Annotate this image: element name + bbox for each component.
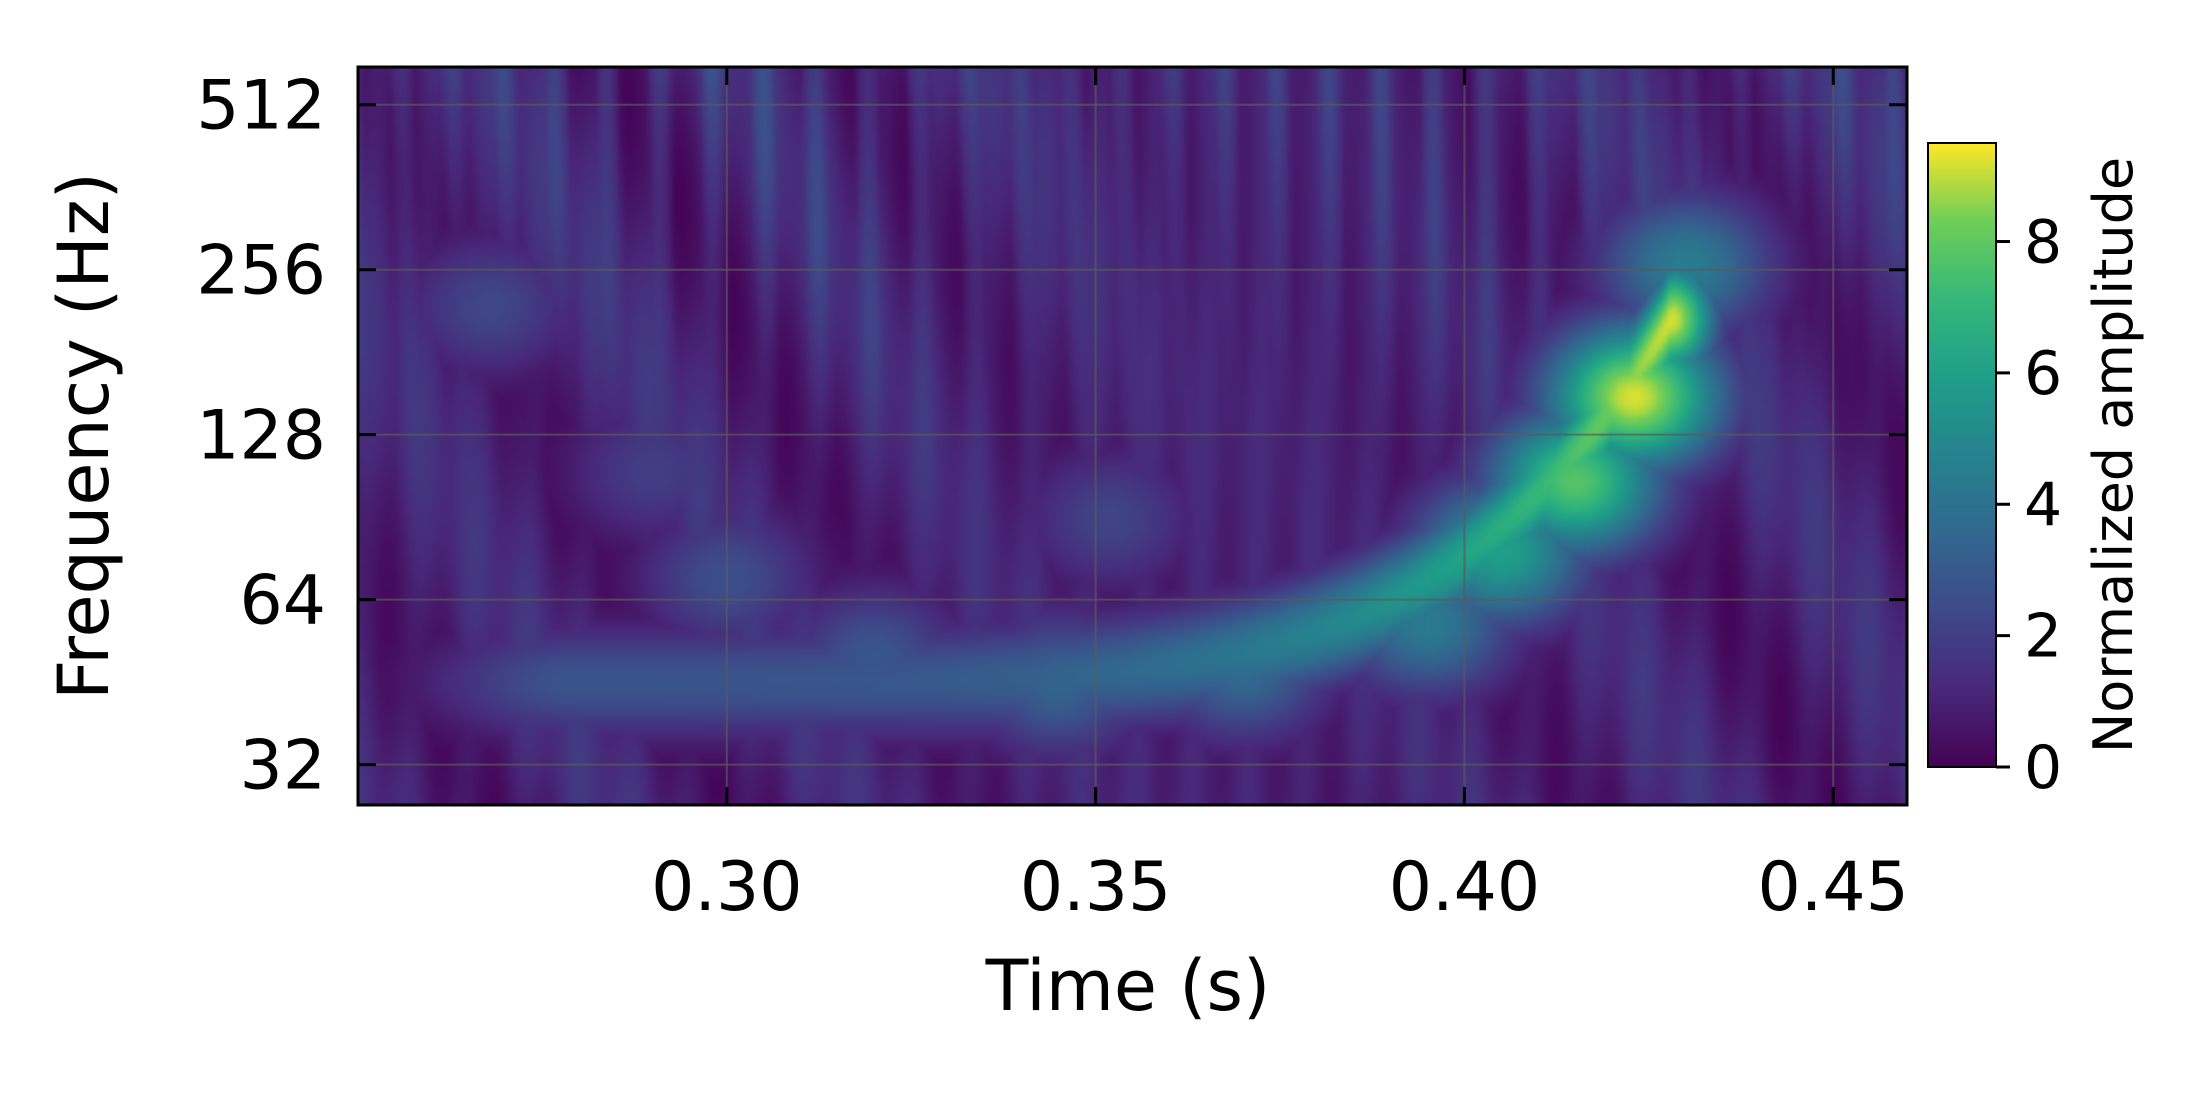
grid-lines: [358, 67, 1907, 805]
colorbar-tick-label: 6: [2024, 339, 2062, 409]
spectrogram-heatmap: [358, 67, 1907, 805]
y-axis-label: Frequency (Hz): [43, 172, 125, 700]
colorbar-tick-label: 8: [2024, 208, 2062, 278]
colorbar-tick-label: 2: [2024, 602, 2062, 672]
colorbar-label: Normalized amplitude: [2082, 157, 2145, 753]
y-tick-label: 64: [239, 562, 326, 641]
colorbar-tick-label: 0: [2024, 733, 2062, 803]
y-tick-label: 256: [196, 232, 326, 311]
x-tick-label: 0.30: [651, 848, 802, 927]
y-tick-label: 128: [196, 397, 326, 476]
x-tick-label: 0.40: [1389, 848, 1540, 927]
x-axis-label: Time (s): [985, 945, 1271, 1027]
x-tick-label: 0.45: [1758, 848, 1909, 927]
colorbar-ticks: 0 2 4 6 8: [1996, 208, 2062, 803]
x-tick-label: 0.35: [1020, 848, 1171, 927]
colorbar: [1927, 142, 1997, 768]
x-axis-ticks: 0.30 0.35 0.40 0.45: [651, 67, 1909, 927]
colorbar-tick-label: 4: [2024, 470, 2062, 540]
y-axis-ticks: 32 64 128 256 512: [196, 67, 1907, 806]
y-tick-label: 32: [239, 727, 326, 806]
y-tick-label: 512: [196, 67, 326, 146]
